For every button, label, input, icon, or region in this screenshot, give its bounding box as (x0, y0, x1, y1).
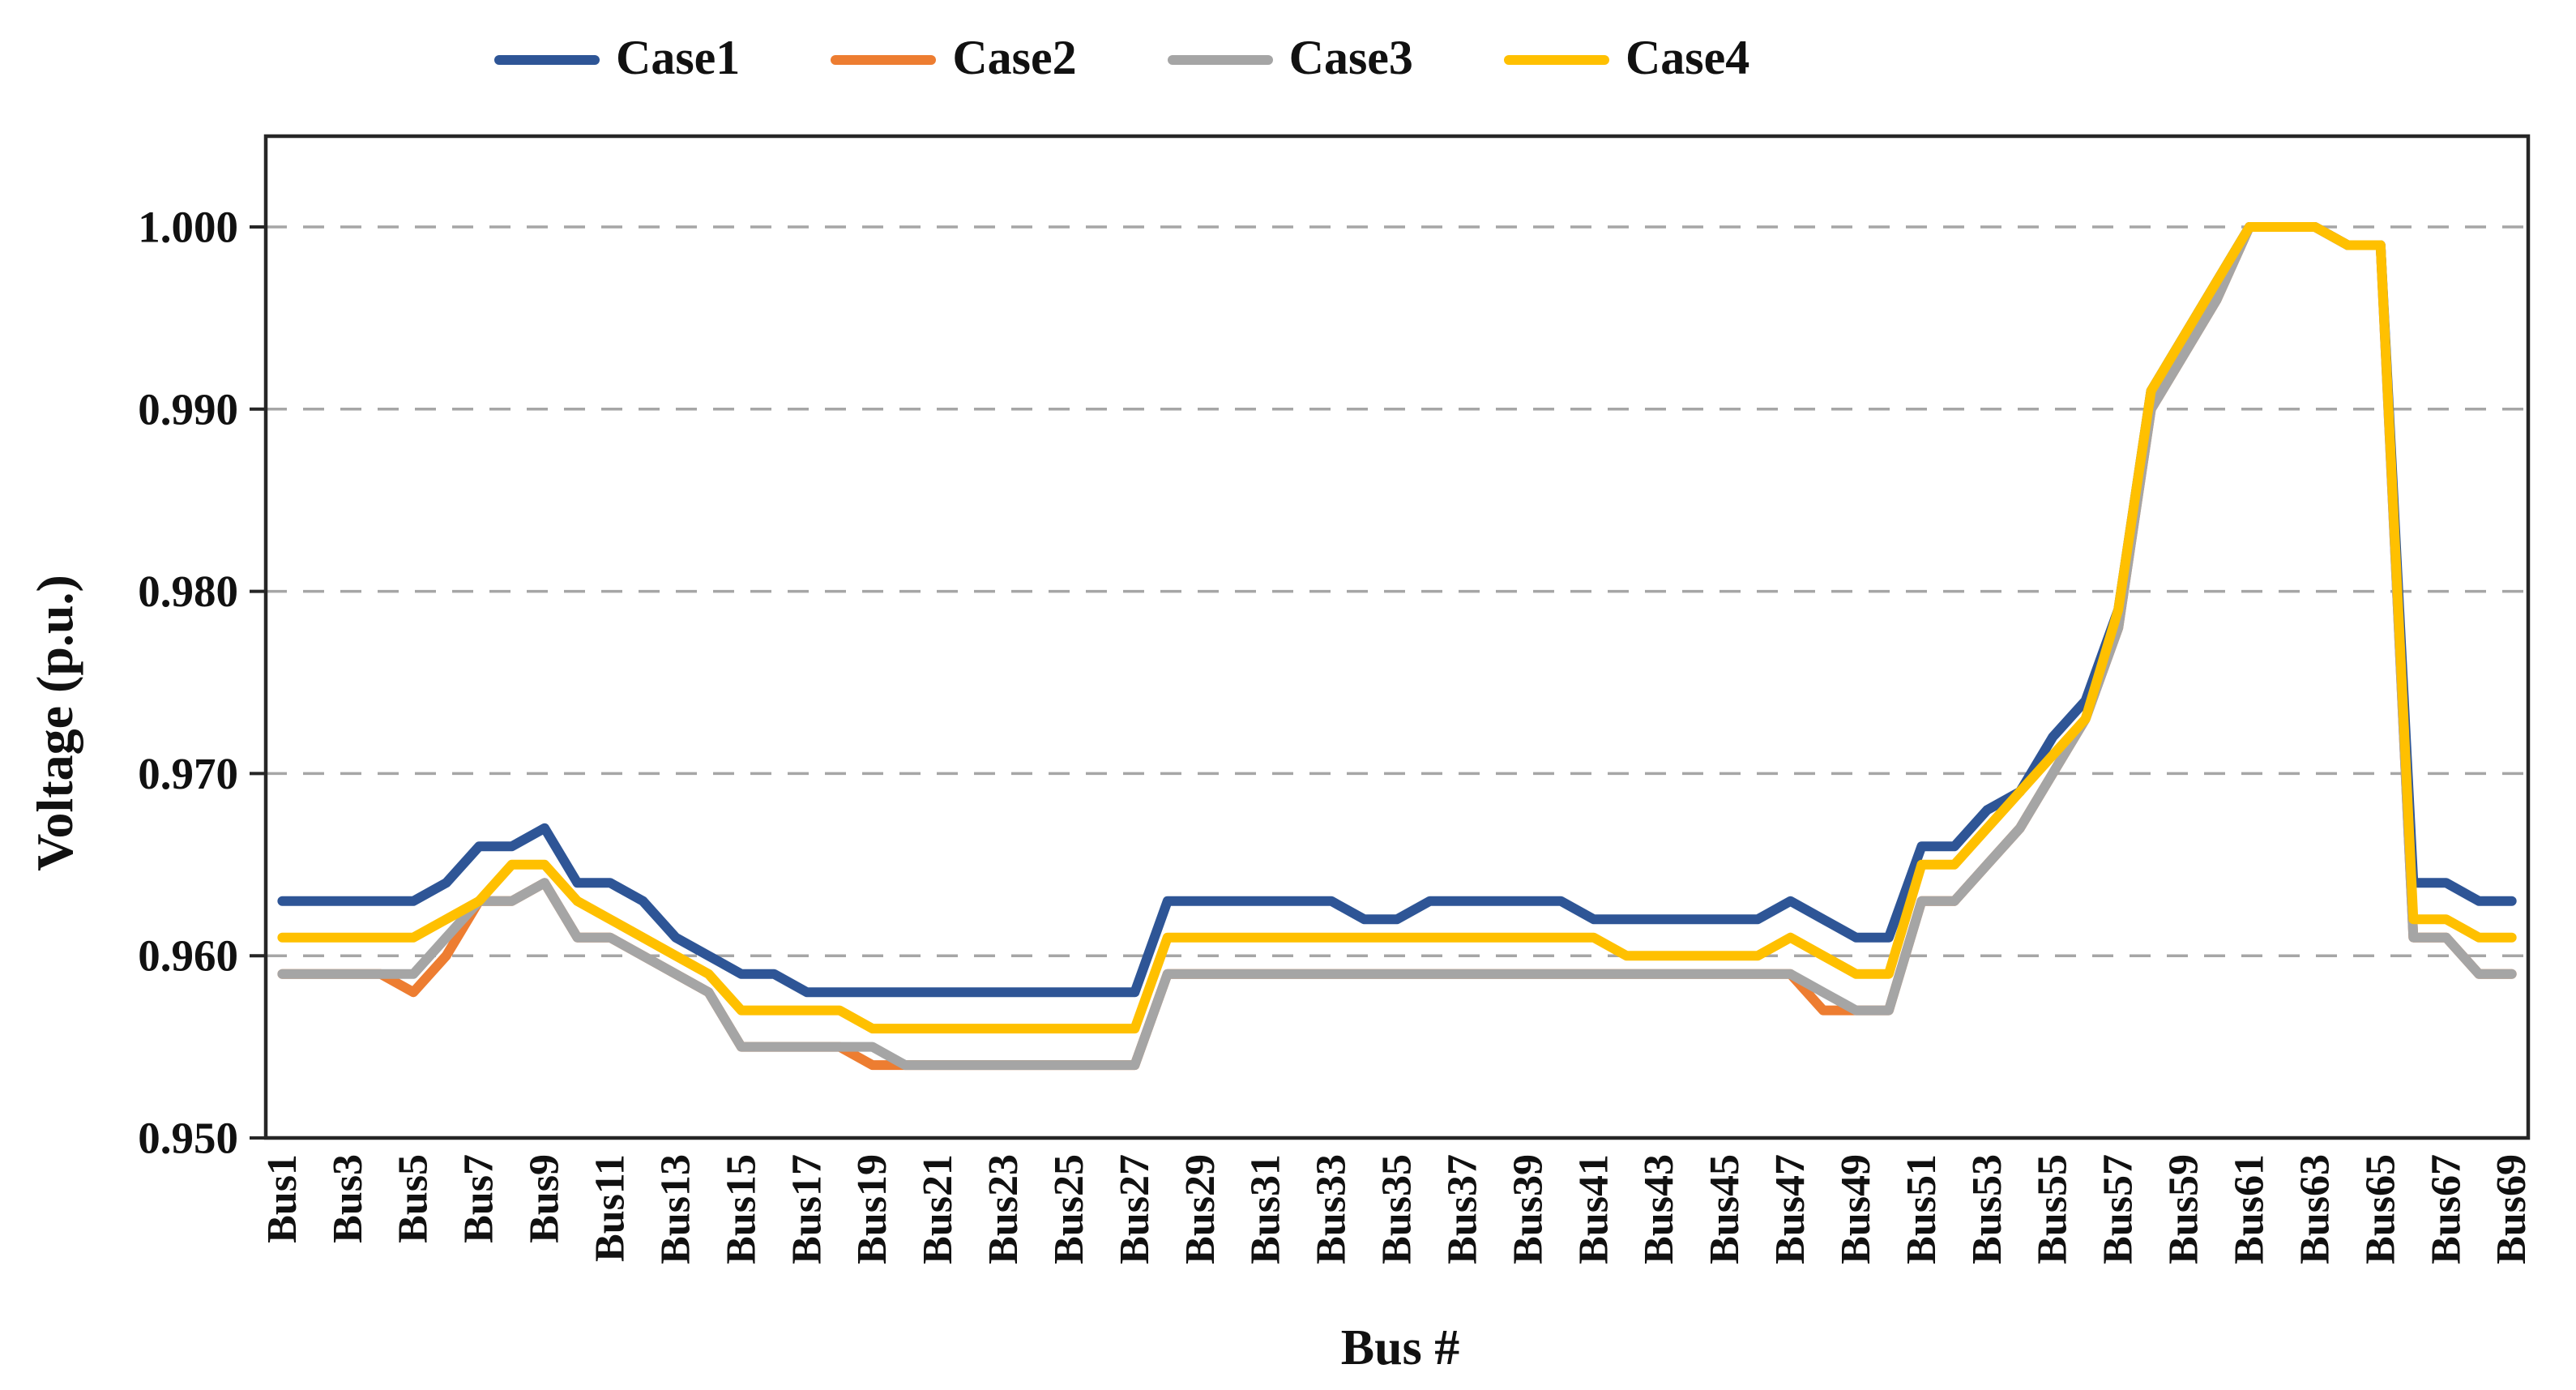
x-tick-label-Bus27: Bus27 (1112, 1154, 1158, 1264)
x-tick-label-Bus3: Bus3 (325, 1154, 371, 1243)
x-tick-label-Bus37: Bus37 (1439, 1154, 1485, 1264)
x-tick-label-Bus1: Bus1 (259, 1154, 305, 1243)
x-tick-label-Bus39: Bus39 (1505, 1154, 1551, 1264)
series-line-case4 (277, 222, 2517, 1034)
legend-item-case1: Case1 (494, 33, 740, 87)
y-tick-label-0.960: 0.960 (138, 931, 238, 981)
x-tick-label-Bus25: Bus25 (1046, 1154, 1092, 1264)
plot-frame (263, 134, 2531, 1140)
x-tick-label-Bus35: Bus35 (1374, 1154, 1420, 1264)
x-tick-label-Bus5: Bus5 (391, 1154, 437, 1243)
x-tick-label-Bus11: Bus11 (587, 1154, 634, 1262)
x-tick-label-Bus49: Bus49 (1833, 1154, 1879, 1264)
legend-label-case4: Case4 (1625, 31, 1750, 84)
x-tick-label-Bus21: Bus21 (915, 1154, 961, 1264)
x-tick-label-Bus13: Bus13 (652, 1154, 698, 1264)
legend-item-case2: Case2 (831, 31, 1077, 87)
x-tick-label-Bus61: Bus61 (2227, 1154, 2273, 1264)
legend-item-case3: Case3 (1167, 31, 1413, 87)
x-tick-label-Bus45: Bus45 (1702, 1154, 1748, 1264)
y-tick-label-1.000: 1.000 (138, 203, 238, 252)
legend-label-case3: Case3 (1288, 31, 1413, 84)
x-tick-label-Bus29: Bus29 (1177, 1154, 1224, 1264)
x-tick-label-Bus23: Bus23 (980, 1154, 1027, 1264)
x-tick-label-Bus41: Bus41 (1570, 1154, 1617, 1264)
x-tick-label-Bus69: Bus69 (2488, 1154, 2535, 1264)
legend-swatch-case1 (494, 55, 600, 65)
x-tick-label-Bus67: Bus67 (2423, 1154, 2469, 1264)
x-tick-label-Bus33: Bus33 (1309, 1154, 1355, 1264)
x-tick-label-Bus65: Bus65 (2357, 1154, 2403, 1264)
legend-swatch-case2 (831, 55, 937, 65)
x-tick-label-Bus53: Bus53 (1964, 1154, 2010, 1264)
x-tick-label-Bus15: Bus15 (718, 1154, 764, 1264)
legend-swatch-case3 (1167, 55, 1273, 65)
x-tick-label-Bus7: Bus7 (456, 1154, 502, 1243)
x-axis-title: Bus # (1340, 1320, 1460, 1375)
x-tick-label-Bus63: Bus63 (2292, 1154, 2338, 1264)
legend-label-case2: Case2 (952, 31, 1077, 84)
x-tick-label-Bus55: Bus55 (2030, 1154, 2076, 1264)
x-tick-label-Bus57: Bus57 (2095, 1154, 2142, 1264)
legend: Case1 Case2 Case3 Case4 (494, 31, 1749, 89)
y-tick-label-0.970: 0.970 (138, 749, 238, 798)
legend-swatch-case4 (1503, 55, 1609, 65)
y-tick-label-0.990: 0.990 (138, 384, 238, 434)
x-tick-label-Bus31: Bus31 (1243, 1154, 1289, 1264)
y-tick-label-0.980: 0.980 (138, 567, 238, 616)
legend-label-case1: Case1 (616, 31, 741, 84)
x-tick-label-Bus47: Bus47 (1767, 1154, 1813, 1264)
x-tick-label-Bus59: Bus59 (2161, 1154, 2207, 1264)
x-tick-label-Bus19: Bus19 (849, 1154, 895, 1264)
legend-item-case4: Case4 (1503, 31, 1750, 87)
x-tick-label-Bus17: Bus17 (784, 1154, 830, 1264)
x-tick-label-Bus51: Bus51 (1899, 1154, 1945, 1264)
y-tick-label-0.950: 0.950 (138, 1114, 238, 1163)
x-tick-label-Bus9: Bus9 (522, 1154, 568, 1243)
x-tick-label-Bus43: Bus43 (1636, 1154, 1682, 1264)
